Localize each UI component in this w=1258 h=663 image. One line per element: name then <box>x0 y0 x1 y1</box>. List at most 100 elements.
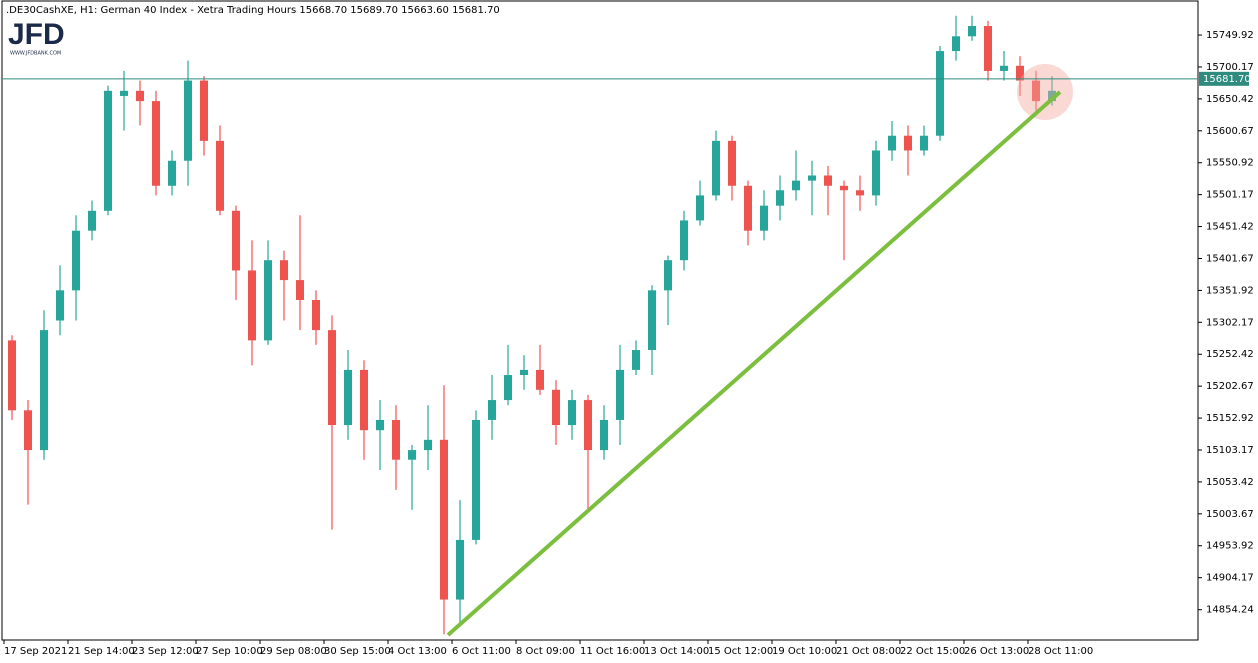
candle-body <box>616 369 624 420</box>
candle-body <box>664 260 672 291</box>
candle-body <box>632 350 640 370</box>
y-tick-label: 14904.17 <box>1206 573 1254 584</box>
y-tick-label: 15600.67 <box>1206 126 1254 137</box>
candle-body <box>696 195 704 221</box>
x-tick-label: 15 Oct 12:00 <box>708 646 773 657</box>
y-tick-label: 15550.92 <box>1206 158 1254 169</box>
y-tick-label: 15451.42 <box>1206 222 1254 233</box>
x-tick-label: 28 Oct 11:00 <box>1028 646 1093 657</box>
candle-body <box>488 400 496 420</box>
y-tick-label: 15152.92 <box>1206 413 1254 424</box>
candle-body <box>72 230 80 291</box>
candle-body <box>456 539 464 600</box>
x-tick-label: 30 Sep 15:00 <box>324 646 391 657</box>
x-tick-label: 29 Sep 08:00 <box>260 646 327 657</box>
candle-body <box>40 330 48 451</box>
candle-body <box>120 90 128 96</box>
y-tick-label: 15202.67 <box>1206 381 1254 392</box>
last-price-box <box>1199 71 1249 86</box>
candle-body <box>168 160 176 186</box>
candle-body <box>760 205 768 231</box>
candle-body <box>856 190 864 196</box>
x-tick-label: 26 Oct 13:00 <box>964 646 1029 657</box>
candle-body <box>808 175 816 181</box>
y-tick-label: 15501.17 <box>1206 190 1254 201</box>
y-tick-label: 15401.67 <box>1206 253 1254 264</box>
candle-body <box>280 260 288 281</box>
y-tick-label: 15053.42 <box>1206 477 1254 488</box>
candle-body <box>840 185 848 191</box>
candle-body <box>1048 90 1056 102</box>
candle-body <box>552 389 560 426</box>
chart-title: .DE30CashXE, H1: German 40 Index - Xetra… <box>6 5 500 16</box>
candle-body <box>248 270 256 341</box>
y-tick-label: 15103.17 <box>1206 445 1254 456</box>
candle-body <box>1032 80 1040 102</box>
y-tick-label: 15302.17 <box>1206 317 1254 328</box>
candle-body <box>568 400 576 426</box>
x-tick-label: 21 Oct 08:00 <box>836 646 901 657</box>
candle-body <box>200 80 208 141</box>
candle-body <box>904 135 912 151</box>
candle-body <box>472 419 480 540</box>
candle-body <box>104 90 112 211</box>
candle-body <box>56 290 64 321</box>
candle-body <box>232 210 240 271</box>
candle-body <box>344 369 352 426</box>
trend-line <box>446 90 1062 637</box>
y-tick-label: 15650.42 <box>1206 94 1254 105</box>
candle-body <box>680 220 688 261</box>
candle-body <box>360 369 368 431</box>
candle-body <box>328 330 336 426</box>
candle-body <box>584 400 592 451</box>
candle-body <box>216 140 224 211</box>
candle-body <box>376 419 384 431</box>
candle-body <box>920 135 928 151</box>
candle-body <box>712 140 720 196</box>
candle-body <box>728 140 736 186</box>
x-tick-label: 8 Oct 09:00 <box>516 646 575 657</box>
x-tick-label: 4 Oct 13:00 <box>388 646 447 657</box>
x-tick-label: 21 Sep 14:00 <box>68 646 135 657</box>
y-tick-label: 15003.67 <box>1206 509 1254 520</box>
candle-body <box>984 26 992 71</box>
candle-body <box>600 419 608 451</box>
x-tick-label: 17 Sep 2021 <box>4 646 67 657</box>
candle-body <box>520 369 528 376</box>
logo: JFD <box>8 18 65 51</box>
plot-frame <box>1 0 1199 641</box>
candle-body <box>312 299 320 331</box>
candle-body <box>296 280 304 300</box>
candle-body <box>952 36 960 52</box>
y-tick-label: 15700.17 <box>1206 62 1254 73</box>
candle-body <box>536 369 544 390</box>
candle-body <box>392 419 400 460</box>
candle-body <box>24 410 32 451</box>
candle-body <box>744 185 752 231</box>
y-tick-label: 15351.92 <box>1206 285 1254 296</box>
candle-body <box>504 375 512 401</box>
x-tick-label: 13 Oct 14:00 <box>644 646 709 657</box>
x-tick-label: 27 Sep 10:00 <box>196 646 263 657</box>
candle-body <box>1000 65 1008 71</box>
candle-body <box>792 180 800 191</box>
y-tick-label: 15252.42 <box>1206 349 1254 360</box>
candle-body <box>152 101 160 186</box>
candle-body <box>264 260 272 341</box>
y-tick-label: 15749.92 <box>1206 30 1254 41</box>
candle-body <box>184 80 192 161</box>
x-tick-label: 6 Oct 11:00 <box>452 646 511 657</box>
x-tick-label: 23 Sep 12:00 <box>132 646 199 657</box>
candle-body <box>408 450 416 460</box>
logo-url: WWW.JFDBANK.COM <box>10 51 61 57</box>
candle-body <box>88 210 96 231</box>
candle-body <box>936 51 944 136</box>
candle-body <box>888 135 896 151</box>
candle-body <box>136 90 144 102</box>
candle-body <box>968 26 976 37</box>
last-price-label: 15681.70 <box>1203 74 1251 85</box>
candle-body <box>1016 65 1024 81</box>
y-tick-label: 14953.92 <box>1206 541 1254 552</box>
candle-body <box>440 439 448 600</box>
